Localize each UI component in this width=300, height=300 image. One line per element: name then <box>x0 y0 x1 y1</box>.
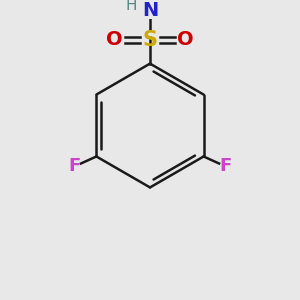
Text: N: N <box>142 1 158 20</box>
Text: F: F <box>69 157 81 175</box>
Text: O: O <box>177 30 194 49</box>
Text: S: S <box>142 30 158 50</box>
Text: F: F <box>219 157 231 175</box>
Text: H: H <box>126 0 137 13</box>
Text: O: O <box>106 30 123 49</box>
